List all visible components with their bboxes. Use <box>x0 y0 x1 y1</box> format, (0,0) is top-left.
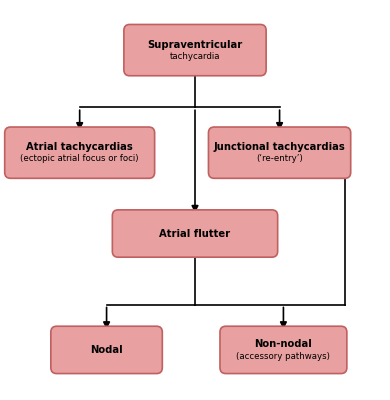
Text: Nodal: Nodal <box>90 345 123 355</box>
Text: tachycardia: tachycardia <box>170 52 220 61</box>
FancyBboxPatch shape <box>5 127 154 178</box>
Text: Atrial tachycardias: Atrial tachycardias <box>26 142 133 152</box>
FancyBboxPatch shape <box>51 326 162 374</box>
FancyBboxPatch shape <box>209 127 351 178</box>
Text: (accessory pathways): (accessory pathways) <box>236 352 330 361</box>
Text: Junctional tachycardias: Junctional tachycardias <box>214 142 346 152</box>
Text: (‘re-entry’): (‘re-entry’) <box>256 154 303 164</box>
FancyBboxPatch shape <box>124 24 266 76</box>
Text: Non-nodal: Non-nodal <box>255 339 312 349</box>
Text: (ectopic atrial focus or foci): (ectopic atrial focus or foci) <box>20 154 139 164</box>
Text: Supraventricular: Supraventricular <box>147 40 243 50</box>
FancyBboxPatch shape <box>112 210 278 257</box>
FancyBboxPatch shape <box>220 326 347 374</box>
Text: Atrial flutter: Atrial flutter <box>160 228 230 238</box>
